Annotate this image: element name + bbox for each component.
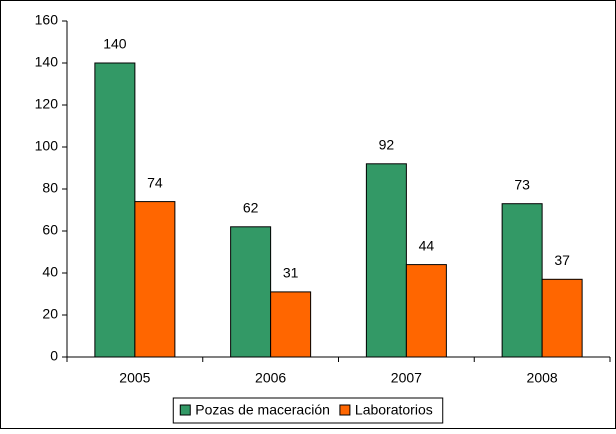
data-label: 31 [283,265,299,281]
data-label: 62 [243,200,259,216]
data-label: 73 [514,176,530,192]
bar [405,264,447,358]
bar [230,226,272,358]
data-label: 37 [554,252,570,268]
y-tick-label: 20 [42,306,58,322]
data-label: 44 [419,237,435,253]
legend-label: Laboratorios [355,402,433,418]
legend-swatch [179,404,191,416]
x-tick-label: 2007 [391,370,422,386]
bar [501,203,543,358]
y-tick-label: 120 [35,96,59,112]
bar [365,163,407,358]
data-label: 74 [147,174,163,190]
y-tick-label: 80 [42,180,58,196]
y-tick-label: 140 [35,54,59,70]
x-tick-label: 2006 [255,370,286,386]
x-tick-label: 2005 [119,370,150,386]
bar [94,62,136,358]
legend-box [172,397,444,424]
bar [270,291,312,358]
y-tick-label: 0 [50,348,58,364]
data-label: 92 [379,137,395,153]
y-tick-label: 40 [42,264,58,280]
y-tick-label: 100 [35,138,59,154]
bar [134,201,176,358]
y-tick-label: 60 [42,222,58,238]
legend-label: Pozas de maceración [195,402,330,418]
y-tick-label: 160 [35,12,59,28]
legend-swatch [339,404,351,416]
bar [541,278,583,358]
x-tick-label: 2008 [527,370,558,386]
data-label: 140 [103,36,127,52]
